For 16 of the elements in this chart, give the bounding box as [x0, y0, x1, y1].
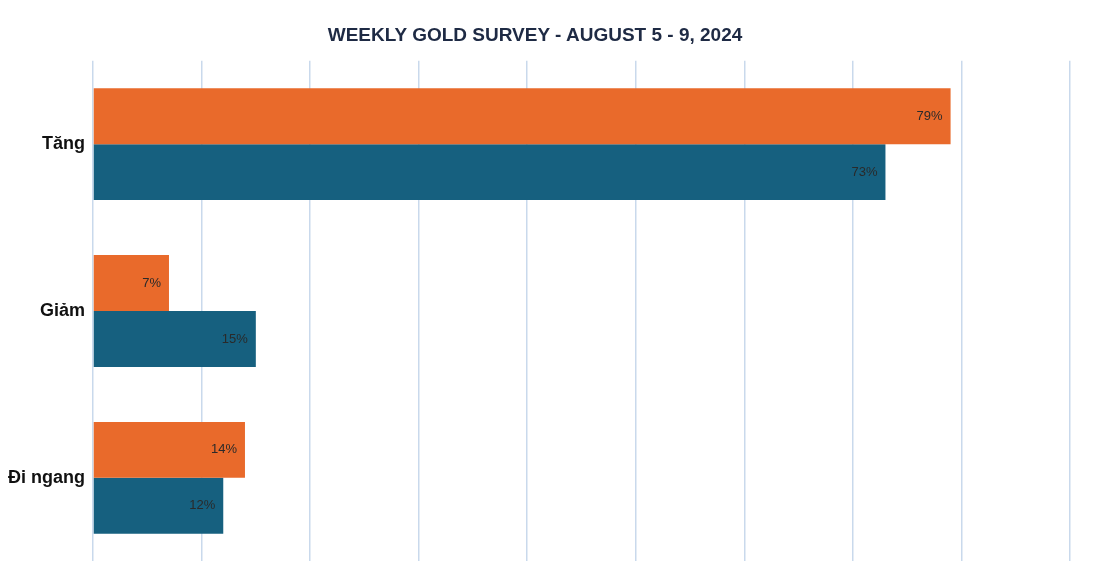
y-tick-label: Tăng: [41, 133, 85, 154]
bar: [93, 311, 256, 367]
y-tick-label: Giảm: [39, 299, 85, 320]
data-label: 7%: [142, 274, 162, 290]
data-label: 73%: [851, 163, 878, 179]
bar: [93, 477, 224, 534]
y-tick-label: Đi ngang: [7, 466, 85, 487]
bar: [93, 421, 245, 478]
bar: [93, 255, 169, 311]
bar: [93, 88, 951, 145]
chart-title: WEEKLY GOLD SURVEY - AUGUST 5 - 9, 2024: [327, 23, 743, 45]
bar: [93, 144, 886, 201]
data-label: 12%: [189, 497, 216, 513]
data-label: 79%: [916, 107, 944, 123]
data-label: 15%: [221, 330, 249, 346]
data-label: 14%: [210, 441, 238, 457]
